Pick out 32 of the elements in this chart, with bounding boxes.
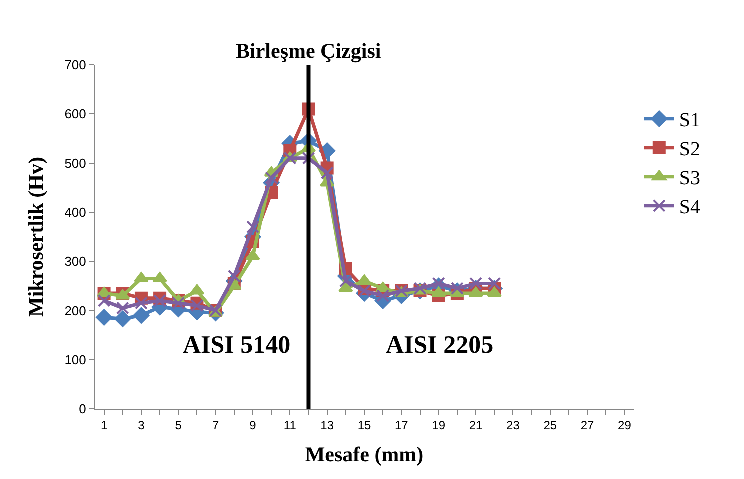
- legend-label: S4: [679, 196, 701, 219]
- x-tick-label: 19: [432, 418, 446, 432]
- y-tick-label: 0: [79, 402, 86, 417]
- x-tick-label: 27: [580, 418, 595, 432]
- x-tick-label: 29: [618, 418, 632, 432]
- y-tick-label: 100: [64, 352, 86, 368]
- x-tick-label: 3: [138, 418, 146, 432]
- x-tick-label: 1: [100, 418, 108, 432]
- x-tick-label: 13: [320, 418, 334, 432]
- y-tick-label: 400: [64, 204, 86, 220]
- y-tick-label: 500: [64, 156, 86, 171]
- x-tick-label: 17: [394, 418, 409, 432]
- x-tick-label: 21: [469, 418, 484, 432]
- x-tick-label: 25: [544, 418, 558, 432]
- y-tick-label: 700: [64, 58, 86, 73]
- x-tick-label: 7: [212, 418, 220, 432]
- x-tick-label: 15: [358, 418, 372, 432]
- x-tick-label: 23: [506, 418, 520, 432]
- legend-label: S2: [679, 138, 701, 161]
- x-tick-label: 11: [284, 418, 297, 432]
- x-axis-title: Mesafe (mm): [305, 442, 424, 467]
- annotation: AISI 5140: [183, 332, 291, 359]
- legend-label: S3: [679, 168, 701, 190]
- annotation: AISI 2205: [386, 332, 494, 359]
- x-tick-label: 5: [175, 418, 182, 432]
- y-tick-label: 300: [64, 254, 86, 270]
- legend-label: S1: [679, 110, 701, 132]
- y-axis-title: Mikrosertlik (Hv): [24, 156, 48, 318]
- y-tick-label: 600: [64, 106, 86, 122]
- x-tick-label: 9: [250, 418, 257, 432]
- y-tick-label: 200: [64, 303, 86, 318]
- ref-line-label: Birleşme Çizgisi: [236, 39, 382, 63]
